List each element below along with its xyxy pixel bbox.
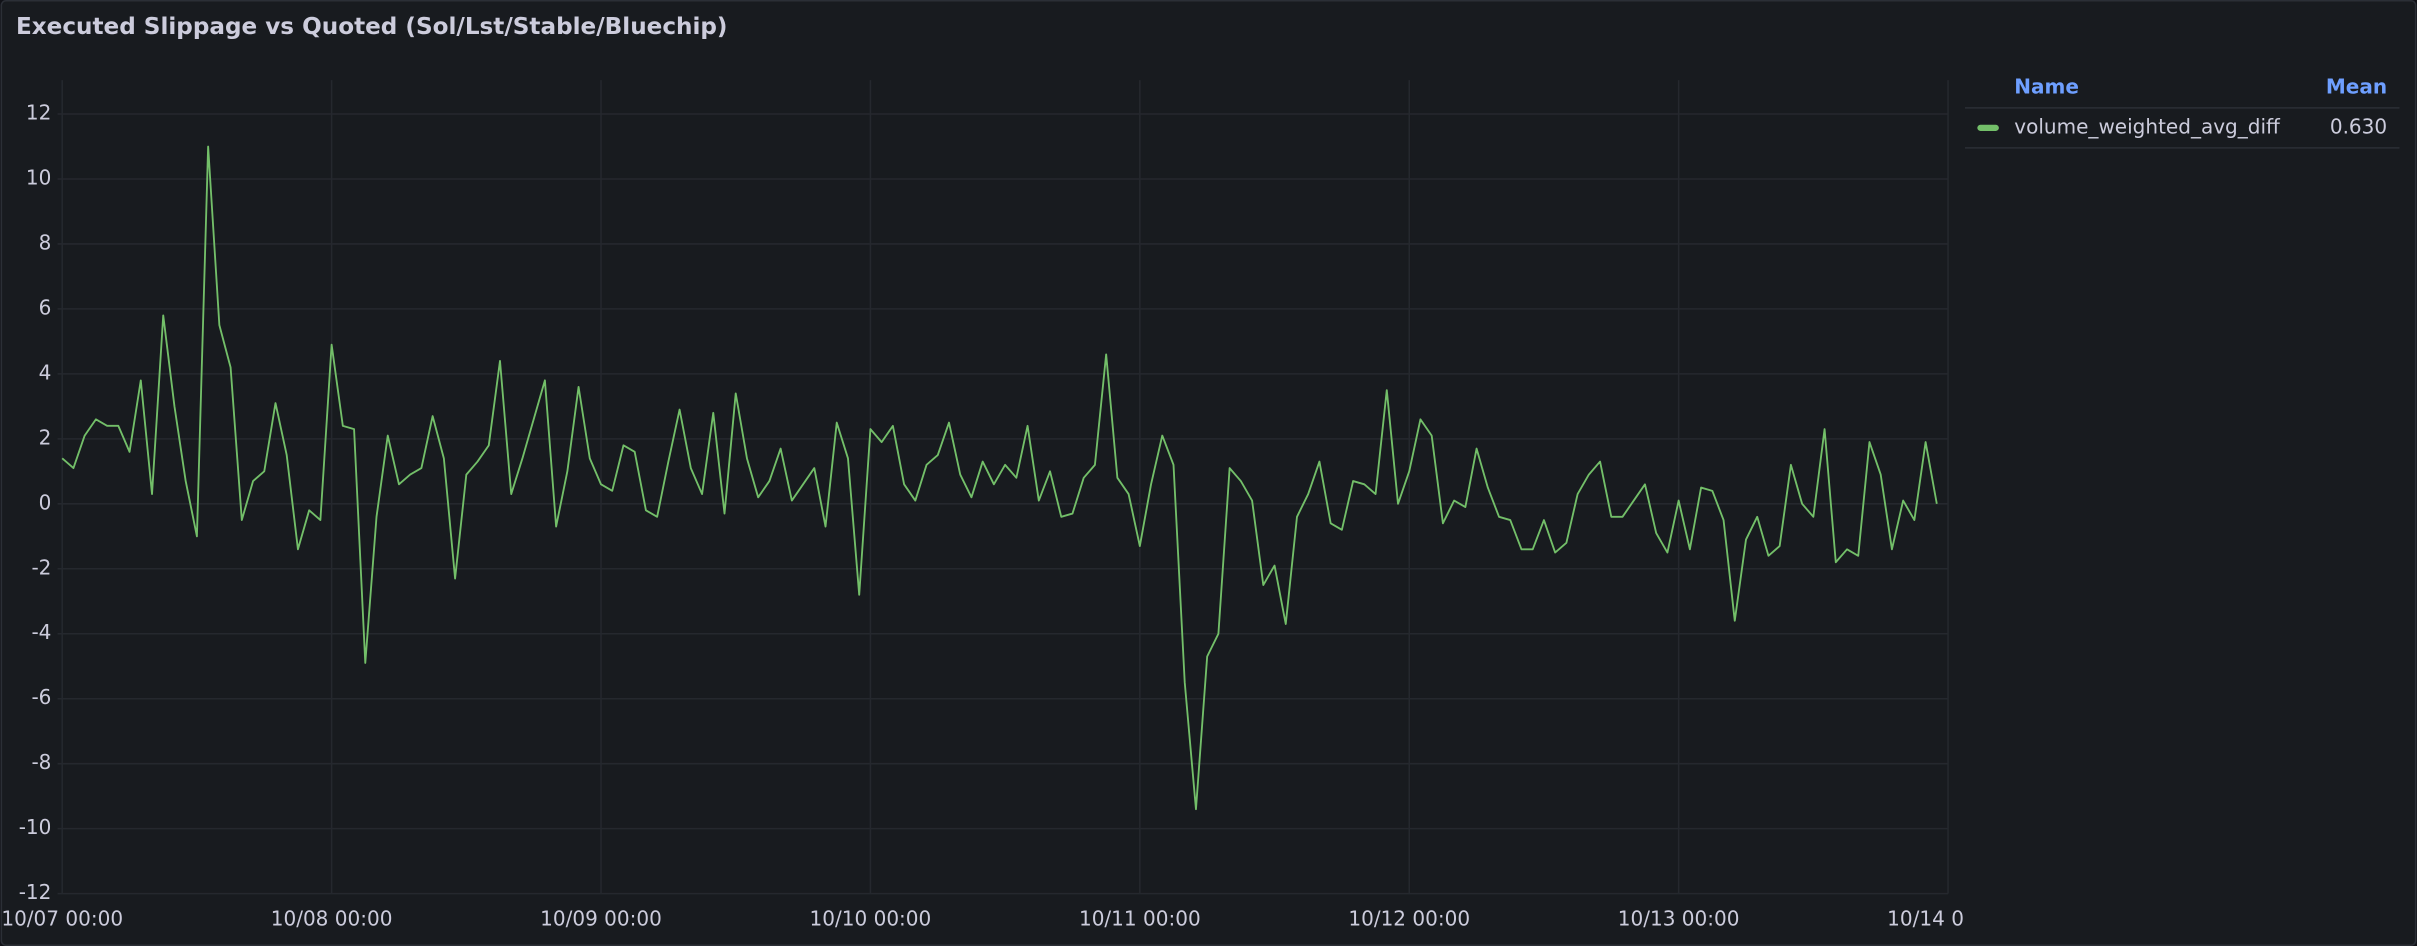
y-tick-label: -10 [19, 815, 52, 839]
x-tick-label: 10/13 00:00 [1618, 906, 1740, 930]
y-tick-label: -4 [31, 620, 51, 644]
plot: -12 -10 -8 -6 -4 -2 0 2 4 6 8 10 12 10/07 00:00 10/08 … [1, 80, 2009, 930]
x-tick-label: 10/12 00:00 [1348, 906, 1470, 930]
legend: Name Mean volume_weighted_avg_diff 0.630 [1964, 74, 2400, 149]
y-tick-label: 2 [39, 425, 52, 449]
x-tick-label: 10/14 00:00 [1887, 906, 2009, 930]
x-tick-label: 10/11 00:00 [1079, 906, 1201, 930]
y-tick-label: 0 [39, 490, 52, 514]
x-tick-label: 10/09 00:00 [540, 906, 662, 930]
y-tick-label: 10 [26, 165, 51, 189]
legend-name: volume_weighted_avg_diff [2014, 114, 2281, 138]
y-tick-label: 12 [26, 101, 51, 125]
y-tick-label: 6 [39, 295, 52, 319]
x-tick-label: 10/08 00:00 [271, 906, 393, 930]
y-tick-label: 8 [39, 230, 52, 254]
legend-swatch [1977, 124, 1999, 131]
y-tick-label: -6 [31, 685, 51, 709]
x-tick-label: 10/07 00:00 [1, 906, 123, 930]
panel-title: Executed Slippage vs Quoted (Sol/Lst/Sta… [16, 14, 728, 40]
y-tick-label: 4 [39, 360, 52, 384]
series-line [61, 145, 1938, 811]
y-tick-label: -8 [31, 750, 51, 774]
legend-header: Mean [2326, 74, 2387, 98]
y-tick-label: -12 [19, 880, 52, 904]
y-tick-label: -2 [31, 555, 51, 579]
x-tick-label: 10/10 00:00 [810, 906, 932, 930]
legend-mean: 0.630 [2330, 114, 2387, 138]
legend-header: Name [2014, 74, 2079, 98]
